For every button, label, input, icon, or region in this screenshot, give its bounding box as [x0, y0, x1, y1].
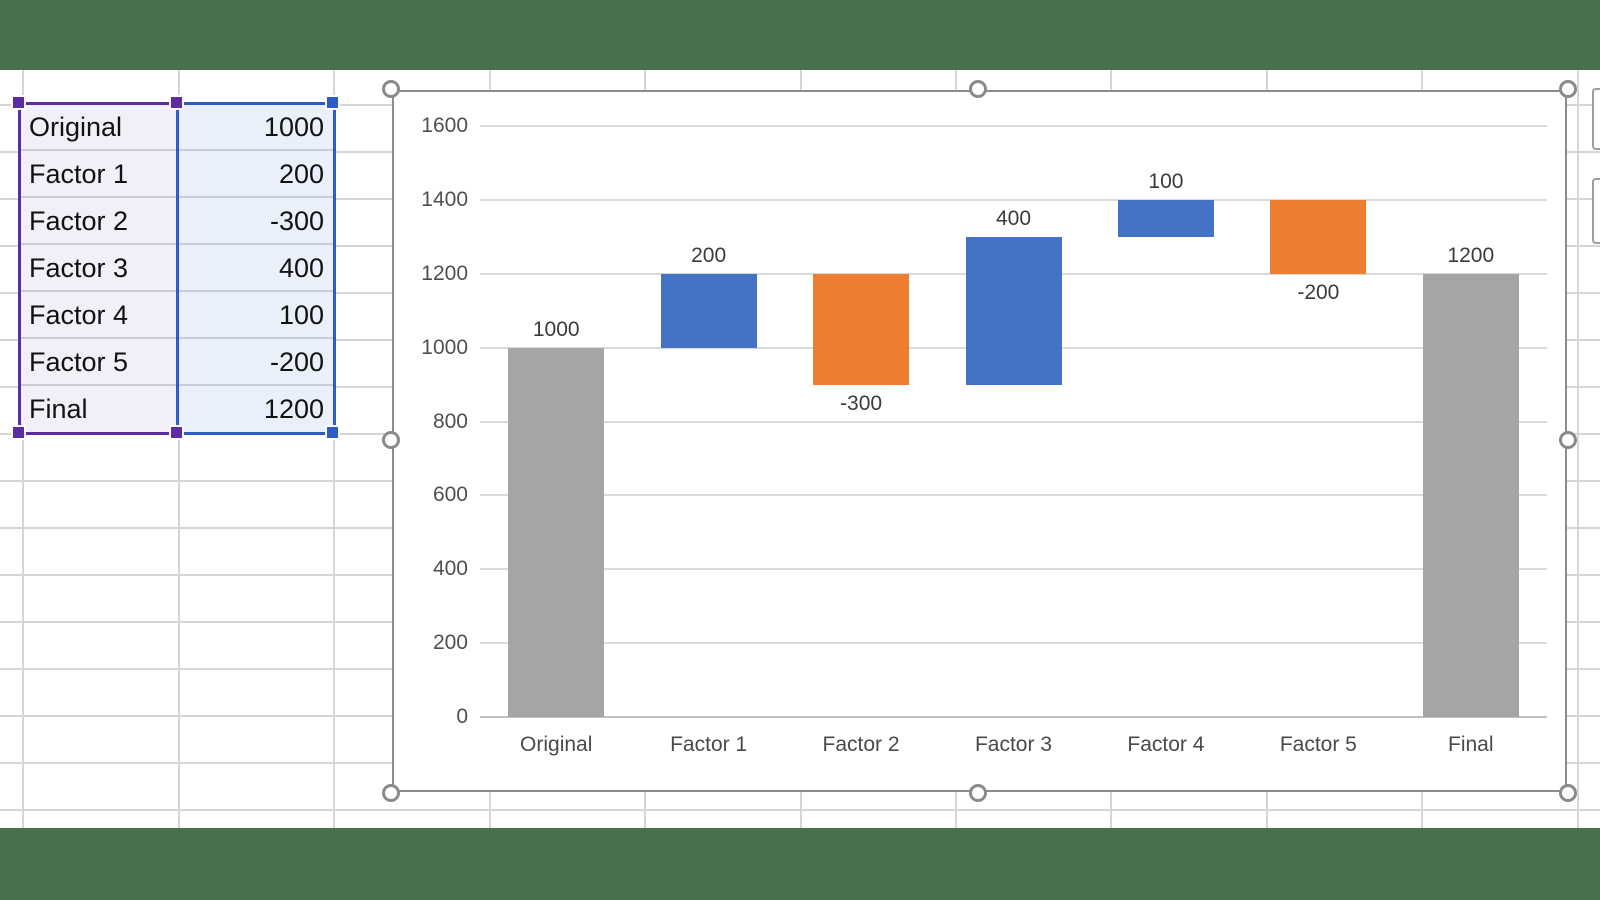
y-axis-tick-label: 800	[432, 409, 468, 433]
table-cell-value[interactable]: 1000	[177, 104, 333, 151]
bar-original[interactable]	[508, 347, 605, 717]
value-range-highlight[interactable]	[176, 102, 336, 435]
value-column: 1000 200 -300 400 100 -200 1200	[177, 104, 333, 433]
y-axis-tick-label: 1200	[421, 261, 468, 285]
chart-resize-handle-bottom-left[interactable]	[382, 784, 400, 802]
table-cell-label[interactable]: Factor 3	[20, 245, 177, 292]
sheet-gridline	[333, 70, 335, 828]
data-label: -300	[840, 391, 883, 415]
table-cell-label[interactable]: Factor 1	[20, 151, 177, 198]
chart-resize-handle-middle-left[interactable]	[382, 431, 400, 449]
range-fill-handle[interactable]	[171, 427, 182, 438]
waterfall-chart[interactable]: 1000 200 -300 400 100 -200 1200 0 200 400 600 800 1…	[382, 80, 1577, 802]
y-axis-tick-label: 400	[432, 557, 468, 581]
sheet-gridline	[178, 70, 180, 828]
x-axis-tick-label: Factor 3	[974, 733, 1052, 756]
y-axis-tick-label: 0	[456, 705, 468, 728]
chart-side-button[interactable]	[1592, 178, 1600, 244]
table-cell-value[interactable]: -300	[177, 198, 333, 245]
chart-resize-handle-top-middle[interactable]	[969, 80, 987, 98]
chart-resize-handle-bottom-right[interactable]	[1559, 784, 1577, 802]
sheet-gridline	[1577, 70, 1579, 828]
range-fill-handle[interactable]	[13, 427, 24, 438]
chart-resize-handle-top-left[interactable]	[382, 80, 400, 98]
chart-gridline	[480, 494, 1547, 497]
y-axis-tick-label: 1400	[421, 187, 468, 211]
y-axis-tick-label: 1000	[421, 335, 468, 359]
bar-factor-5[interactable]	[1270, 199, 1367, 274]
table-cell-label[interactable]: Original	[20, 104, 177, 151]
table-cell-value[interactable]: 200	[177, 151, 333, 198]
range-fill-handle[interactable]	[327, 427, 338, 438]
x-axis-tick-label: Factor 2	[822, 733, 900, 756]
category-column: Original Factor 1 Factor 2 Factor 3 Factor 4…	[20, 104, 177, 433]
table-cell-value[interactable]: 400	[177, 245, 333, 292]
range-fill-handle[interactable]	[327, 97, 338, 108]
x-axis-tick-label: Factor 1	[670, 733, 748, 756]
data-label: 1200	[1447, 243, 1495, 267]
y-axis-tick-label: 600	[432, 483, 468, 507]
data-label: -200	[1297, 280, 1340, 304]
table-cell-label[interactable]: Final	[29, 394, 88, 424]
chart-gridline	[480, 420, 1547, 423]
table-cell-value[interactable]: 100	[177, 292, 333, 339]
sheet-gridline	[0, 809, 1600, 811]
chart-resize-handle-bottom-middle[interactable]	[969, 784, 987, 802]
chart-gridline	[480, 568, 1547, 571]
x-axis-tick-label: Factor 5	[1279, 733, 1357, 756]
bar-factor-1[interactable]	[660, 273, 757, 348]
bar-factor-4[interactable]	[1117, 199, 1214, 237]
y-axis-tick-label: 200	[432, 631, 468, 655]
chart-resize-handle-middle-right[interactable]	[1559, 431, 1577, 449]
table-cell-value[interactable]: -200	[177, 339, 333, 386]
range-fill-handle[interactable]	[13, 97, 24, 108]
data-label: 200	[691, 243, 727, 267]
table-cell-label[interactable]: Factor 2	[20, 198, 177, 245]
chart-gridline	[480, 198, 1547, 201]
x-axis-tick-label: Original	[520, 733, 593, 756]
chart-gridline	[480, 716, 1547, 718]
bar-final[interactable]	[1422, 273, 1519, 717]
spreadsheet-sheet[interactable]: Original Factor 1 Factor 2 Factor 3 Factor 4…	[0, 70, 1600, 828]
chart-side-button[interactable]	[1592, 88, 1600, 150]
data-label: 1000	[532, 317, 580, 341]
chart-plot-area[interactable]: 1000 200 -300 400 100 -200 1200	[480, 125, 1547, 718]
table-cell-value[interactable]: 1200	[263, 394, 324, 424]
x-axis-tick-label: Final	[1448, 733, 1494, 756]
range-fill-handle[interactable]	[171, 97, 182, 108]
bar-factor-2[interactable]	[813, 273, 910, 385]
table-cell-label[interactable]: Factor 5	[20, 339, 177, 386]
chart-gridline	[480, 642, 1547, 645]
x-axis-tick-label: Factor 4	[1127, 733, 1205, 756]
table-cell-label[interactable]: Factor 4	[20, 292, 177, 339]
chart-resize-handle-top-right[interactable]	[1559, 80, 1577, 98]
data-label: 100	[1148, 169, 1184, 193]
source-data-table: Original Factor 1 Factor 2 Factor 3 Factor 4…	[13, 97, 338, 438]
category-range-highlight[interactable]	[18, 102, 179, 435]
y-axis-tick-label: 1600	[421, 114, 468, 137]
bar-factor-3[interactable]	[965, 236, 1062, 385]
chart-gridline	[480, 125, 1547, 127]
sheet-gridline	[22, 70, 24, 828]
data-label: 400	[995, 206, 1032, 230]
